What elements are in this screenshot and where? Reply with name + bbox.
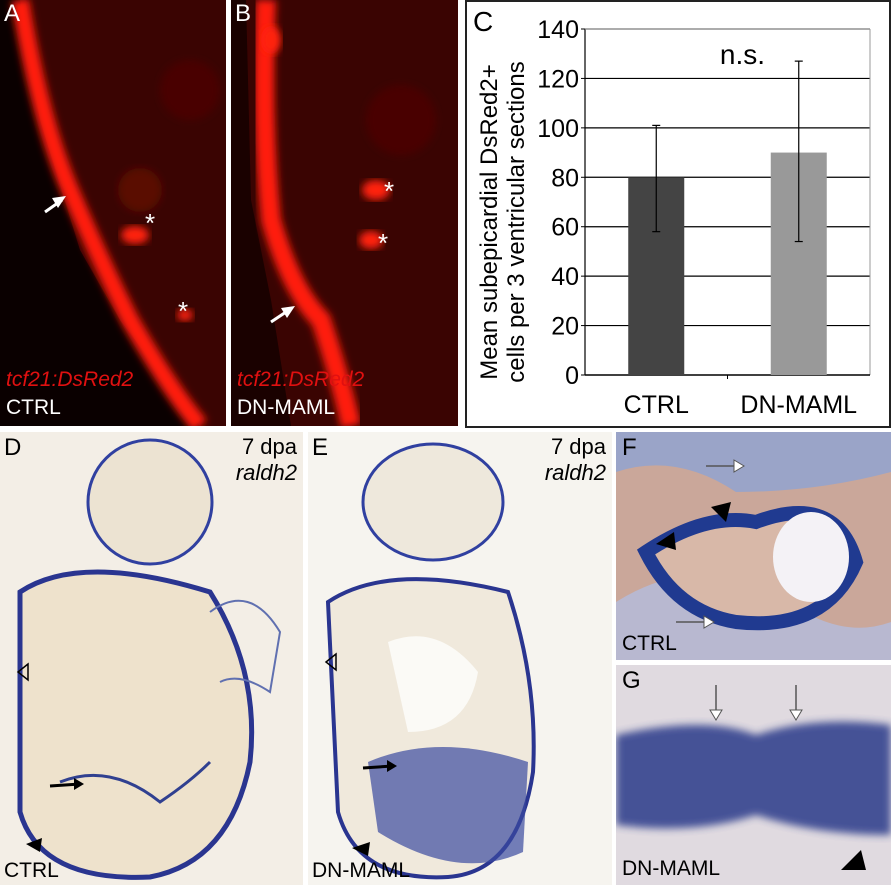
panel-f: F CTRL — [616, 432, 891, 660]
condition-label-f: CTRL — [622, 632, 677, 655]
closeup-image-g — [616, 665, 891, 885]
marker-label-b: tcf21:DsRed2 — [237, 368, 365, 391]
gene-label-e: raldh2 — [544, 460, 606, 485]
panel-c-chart: C 0 20 40 60 80 100 120 140 CTRL DN-MAML n.s. Mean … — [465, 0, 891, 428]
asterisk-marker: * — [178, 296, 188, 326]
section-image-e — [324, 442, 536, 880]
timepoint-label-d: 7 dpa — [241, 434, 297, 459]
significance-annotation: n.s. — [720, 39, 765, 70]
y-axis-label: Mean subepicardial DsRed2+ — [476, 64, 503, 380]
y-tick-label: 40 — [551, 263, 579, 291]
svg-text:*: * — [378, 228, 388, 258]
arrowhead-marker — [26, 838, 42, 852]
panel-a: * * A tcf21:DsRed2 CTRL — [0, 0, 226, 426]
svg-text:*: * — [384, 176, 394, 206]
y-tick-label: 0 — [565, 362, 579, 390]
y-tick-label: 140 — [537, 16, 579, 44]
asterisk-marker: * — [145, 208, 155, 238]
x-tick-label: DN-MAML — [740, 391, 857, 419]
y-tick-label: 20 — [551, 313, 579, 341]
panel-label-f: F — [622, 434, 637, 461]
closeup-image-f — [616, 432, 891, 660]
gene-label-d: raldh2 — [235, 460, 297, 485]
panel-e: E 7 dpa raldh2 DN-MAML — [308, 432, 612, 885]
section-image-d — [16, 438, 282, 880]
condition-label-a: CTRL — [6, 396, 61, 419]
y-tick-label: 60 — [551, 214, 579, 242]
fluorescence-image-a: * * — [0, 0, 226, 426]
condition-label-b: DN-MAML — [237, 396, 335, 419]
fluorescence-image-b: * * — [231, 0, 458, 426]
panel-label-b: B — [235, 0, 252, 27]
x-tick-label: CTRL — [624, 391, 689, 419]
y-axis-label: cells per 3 ventricular sections — [503, 61, 530, 382]
panel-b: * * B tcf21:DsRed2 DN-MAML — [231, 0, 458, 426]
condition-label-g: DN-MAML — [622, 857, 720, 880]
y-tick-label: 100 — [537, 115, 579, 143]
panel-label-e: E — [312, 434, 329, 461]
condition-label-e: DN-MAML — [312, 859, 410, 882]
panel-label-a: A — [4, 0, 21, 27]
condition-label-d: CTRL — [4, 859, 59, 882]
open-arrowhead-marker — [16, 662, 29, 682]
panel-g: G DN-MAML — [616, 665, 891, 885]
timepoint-label-e: 7 dpa — [550, 434, 606, 459]
panel-label-g: G — [622, 667, 641, 694]
panel-d: D 7 dpa raldh2 CTRL — [0, 432, 303, 885]
y-tick-label: 80 — [551, 164, 579, 192]
panel-label-c: C — [473, 6, 494, 37]
marker-label-a: tcf21:DsRed2 — [6, 368, 134, 391]
bar-chart: 0 20 40 60 80 100 120 140 CTRL DN-MAML n.s. Mean su… — [476, 16, 871, 419]
panel-label-d: D — [4, 434, 22, 461]
y-tick-label: 120 — [537, 65, 579, 93]
